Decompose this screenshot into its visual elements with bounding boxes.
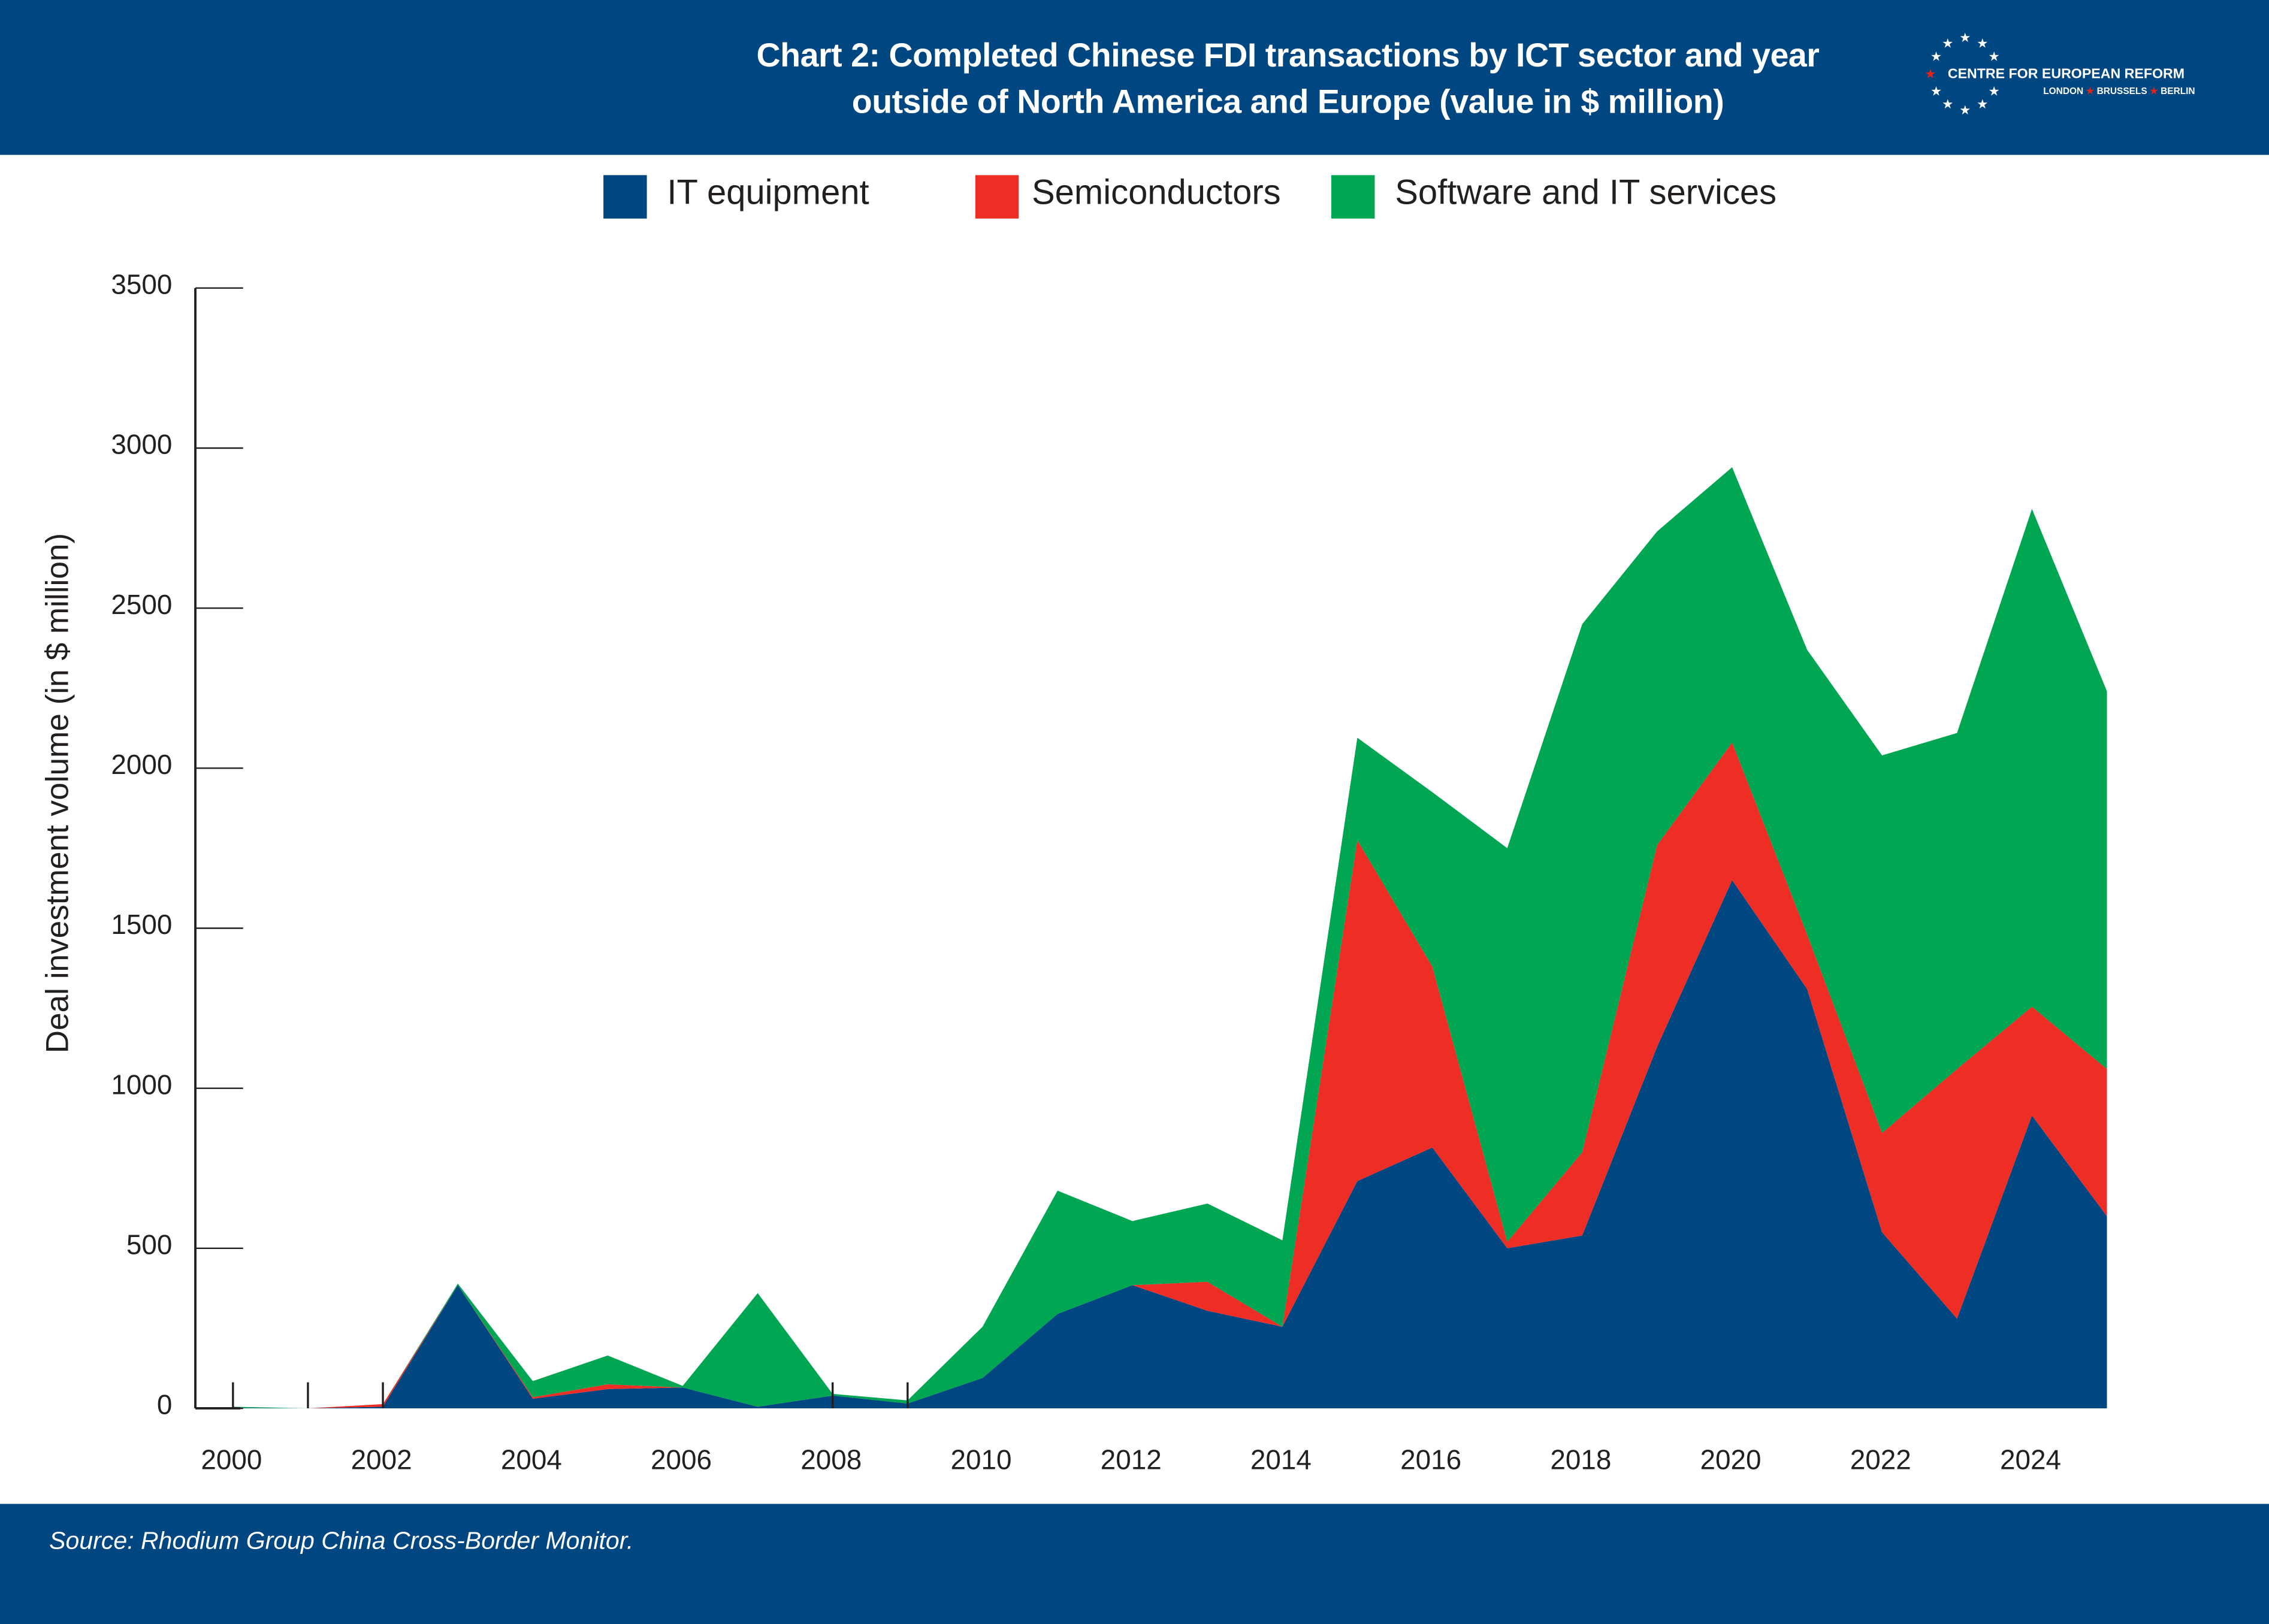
x-tick-label: 2024 <box>2000 1444 2061 1475</box>
red-star-icon: ★ <box>2086 86 2095 97</box>
star-icon: ★ <box>1942 36 1954 51</box>
red-star-icon: ★ <box>1924 66 1936 81</box>
star-icon: ★ <box>1930 49 1942 64</box>
star-icon: ★ <box>1959 30 1971 45</box>
chart-title: Chart 2: Completed Chinese FDI transacti… <box>434 32 2142 125</box>
y-tick-label: 1500 <box>111 909 172 940</box>
cer-logo: ★ ★ ★ ★ ★ ★ ★ ★ ★ ★ ★ CENTRE FOR EUROPEA… <box>1921 30 2211 125</box>
x-tick-label: 2004 <box>501 1444 562 1475</box>
legend-label: IT equipment <box>667 173 869 213</box>
legend-swatch <box>1331 175 1375 219</box>
footer-banner: Source: Rhodium Group China Cross-Border… <box>0 1504 2269 1624</box>
star-icon: ★ <box>1959 102 1971 117</box>
logo-cities: LONDON ★ BRUSSELS ★ BERLIN <box>2043 86 2195 97</box>
x-tick-label: 2018 <box>1550 1444 1611 1475</box>
source-note: Source: Rhodium Group China Cross-Border… <box>49 1527 634 1555</box>
y-tick-label: 3500 <box>111 268 172 300</box>
x-tick-label: 2010 <box>950 1444 1011 1475</box>
star-icon: ★ <box>1988 84 2000 99</box>
chart-title-line-1: Chart 2: Completed Chinese FDI transacti… <box>756 36 1820 74</box>
header-banner: Chart 2: Completed Chinese FDI transacti… <box>0 0 2269 155</box>
x-tick-label: 2012 <box>1101 1444 1162 1475</box>
logo-city: BERLIN <box>2161 86 2195 97</box>
y-tick-label: 0 <box>157 1389 173 1420</box>
x-tick-label: 2014 <box>1250 1444 1312 1475</box>
x-tick-label: 2006 <box>651 1444 712 1475</box>
y-tick-label: 3000 <box>111 429 172 460</box>
x-tick-label: 2020 <box>1700 1444 1762 1475</box>
star-icon: ★ <box>1977 36 1989 51</box>
area-layers <box>232 467 2107 1408</box>
x-tick-label: 2016 <box>1400 1444 1461 1475</box>
red-star-icon: ★ <box>2149 86 2158 97</box>
x-tick-label: 2002 <box>351 1444 412 1475</box>
legend-swatch <box>603 175 647 219</box>
y-tick-label: 2000 <box>111 749 172 780</box>
chart-title-line-2: outside of North America and Europe (val… <box>851 82 1724 120</box>
y-tick-label: 2500 <box>111 589 172 620</box>
star-icon: ★ <box>1977 96 1989 112</box>
axes: 0 500 1000 1500 2000 2500 3000 3500 2000 2002 2004… <box>111 268 2061 1475</box>
star-icon: ★ <box>1988 49 2000 64</box>
area-it-equipment <box>232 880 2107 1408</box>
star-icon: ★ <box>1930 84 1942 99</box>
x-tick-label: 2008 <box>800 1444 862 1475</box>
chart-legend: IT equipment Semiconductors Software and… <box>0 173 2269 222</box>
logo-city: LONDON <box>2043 86 2084 97</box>
legend-swatch <box>975 175 1019 219</box>
legend-label: Semiconductors <box>1032 173 1281 213</box>
y-tick-label: 1000 <box>111 1069 172 1100</box>
y-tick-label: 500 <box>126 1229 173 1260</box>
x-tick-label: 2000 <box>201 1444 262 1475</box>
logo-city: BRUSSELS <box>2096 86 2147 97</box>
logo-name: CENTRE FOR EUROPEAN REFORM <box>1947 66 2185 83</box>
legend-label: Software and IT services <box>1395 173 1777 213</box>
star-icon: ★ <box>1942 96 1954 112</box>
x-tick-label: 2022 <box>1850 1444 1911 1475</box>
area-software-and-it-services <box>232 467 2107 1408</box>
